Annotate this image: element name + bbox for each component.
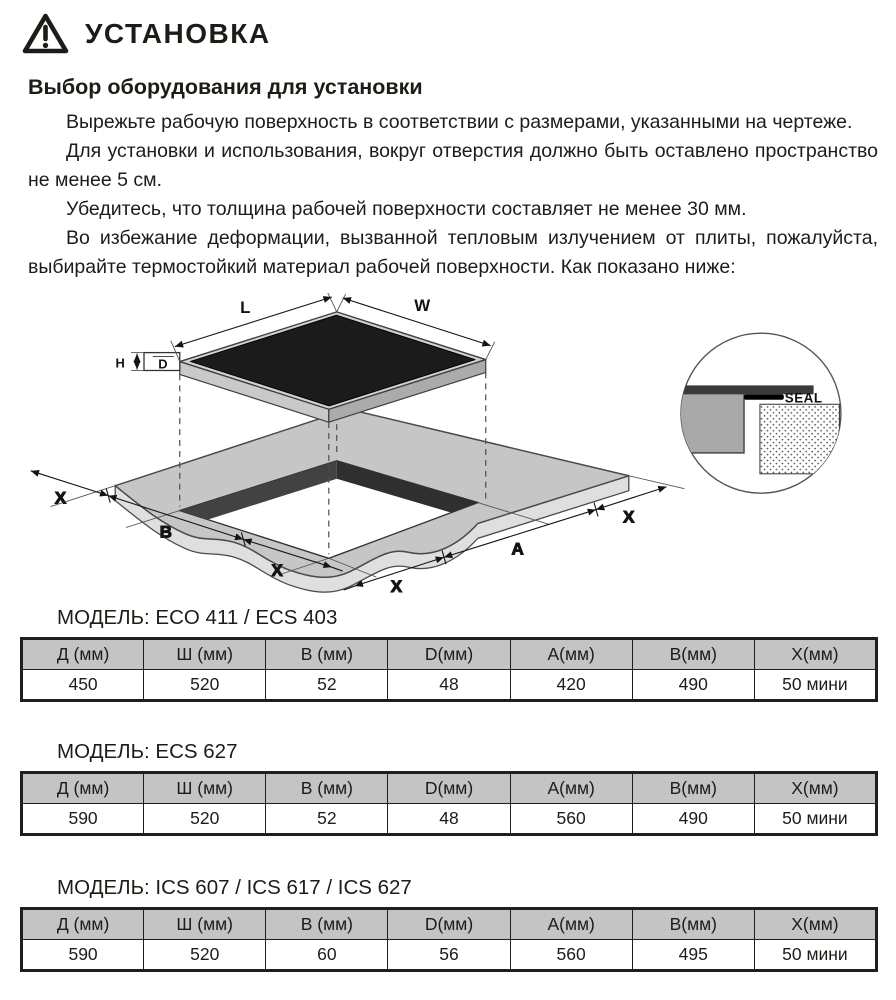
model-title: МОДЕЛЬ: ECO 411 / ECS 403	[57, 606, 338, 629]
col-header: В (мм)	[265, 638, 389, 670]
col-header: В(мм)	[631, 772, 755, 804]
dim-label-b: B	[160, 522, 172, 541]
cell-value: 420	[509, 669, 633, 701]
installation-diagram-svg: H D L W X B	[30, 292, 842, 597]
col-header: А(мм)	[509, 638, 633, 670]
table-header-row: Д (мм) Ш (мм) В (мм) D(мм) А(мм) В(мм) Х…	[20, 772, 878, 804]
col-header: В (мм)	[265, 908, 389, 940]
col-header: В(мм)	[631, 908, 755, 940]
col-header: Х(мм)	[753, 638, 878, 670]
seal-hob-body-section	[759, 403, 840, 475]
dimension-w: W	[336, 293, 496, 360]
cell-value: 490	[631, 803, 755, 835]
dim-label-h: H	[115, 356, 124, 371]
dimensions-table-ics: Д (мм) Ш (мм) В (мм) D(мм) А(мм) В(мм) Х…	[20, 907, 878, 972]
col-header: Д (мм)	[20, 638, 145, 670]
paragraph-material: Во избежание деформации, вызванной тепло…	[28, 227, 878, 278]
col-header: D(мм)	[387, 638, 511, 670]
col-header: D(мм)	[387, 908, 511, 940]
cell-value: 590	[20, 803, 145, 835]
seal-detail: SEAL	[680, 332, 842, 494]
paragraph-thickness: Убедитесь, что толщина рабочей поверхнос…	[66, 198, 747, 220]
model-section-eco411: МОДЕЛЬ: ECO 411 / ECS 403 Д (мм) Ш (мм) …	[18, 606, 878, 702]
cell-value: 520	[143, 939, 267, 971]
col-header: Д (мм)	[20, 908, 145, 940]
cell-value: 590	[20, 939, 145, 971]
countertop-slab	[114, 408, 630, 593]
dim-label-x-left: X	[55, 489, 67, 508]
warning-header: УСТАНОВКА	[18, 12, 878, 55]
dimensions-table-eco411: Д (мм) Ш (мм) В (мм) D(мм) А(мм) В(мм) Х…	[20, 637, 878, 702]
cooktop-glass	[190, 314, 476, 407]
seal-label: SEAL	[785, 390, 823, 405]
cell-value: 48	[387, 669, 511, 701]
seal-glass-section	[680, 385, 814, 395]
installation-diagram: H D L W X B	[18, 292, 878, 600]
dim-label-w: W	[414, 296, 430, 315]
col-header: А(мм)	[509, 908, 633, 940]
paragraph-cut-surface: Вырежьте рабочую поверхность в соответст…	[66, 111, 853, 133]
dim-label-a: A	[511, 539, 523, 558]
paragraph-clearance: Для установки и использования, вокруг от…	[28, 140, 878, 191]
cell-value: 56	[387, 939, 511, 971]
col-header: Ш (мм)	[143, 908, 267, 940]
table-header-row: Д (мм) Ш (мм) В (мм) D(мм) А(мм) В(мм) Х…	[20, 638, 878, 670]
dim-label-d: D	[158, 356, 167, 371]
cell-value: 495	[631, 939, 755, 971]
col-header: В (мм)	[265, 772, 389, 804]
seal-gasket	[744, 394, 784, 400]
cell-value: 60	[265, 939, 389, 971]
dim-label-x-front-right: X	[391, 577, 403, 595]
body-text: Вырежьте рабочую поверхность в соответст…	[28, 108, 878, 282]
height-depth-detail: H D	[115, 351, 181, 371]
dim-label-x-front-left: X	[271, 561, 283, 580]
col-header: D(мм)	[387, 772, 511, 804]
dim-label-x-right: X	[623, 507, 635, 526]
col-header: А(мм)	[509, 772, 633, 804]
cell-value: 560	[509, 803, 633, 835]
col-header: Ш (мм)	[143, 772, 267, 804]
cell-value: 520	[143, 669, 267, 701]
cell-value: 50 мини	[753, 669, 878, 701]
cell-value: 50 мини	[753, 803, 878, 835]
page-title: УСТАНОВКА	[85, 17, 271, 49]
cutout-back-right-wall	[336, 460, 478, 521]
table-value-row: 450 520 52 48 420 490 50 мини	[20, 669, 878, 701]
cell-value: 560	[509, 939, 633, 971]
manual-page: УСТАНОВКА Выбор оборудования для установ…	[18, 12, 878, 972]
col-header: Х(мм)	[753, 908, 878, 940]
warning-triangle-icon	[22, 13, 69, 54]
col-header: В(мм)	[631, 638, 755, 670]
model-title: МОДЕЛЬ: ICS 607 / ICS 617 / ICS 627	[57, 876, 412, 899]
cell-value: 520	[143, 803, 267, 835]
cell-value: 450	[20, 669, 145, 701]
table-value-row: 590 520 60 56 560 495 50 мини	[20, 939, 878, 971]
dimensions-table-ecs627: Д (мм) Ш (мм) В (мм) D(мм) А(мм) В(мм) Х…	[20, 771, 878, 836]
cooktop	[179, 311, 487, 423]
cell-value: 48	[387, 803, 511, 835]
table-header-row: Д (мм) Ш (мм) В (мм) D(мм) А(мм) В(мм) Х…	[20, 908, 878, 940]
model-section-ecs627: МОДЕЛЬ: ECS 627 Д (мм) Ш (мм) В (мм) D(м…	[18, 740, 878, 836]
cell-value: 52	[265, 669, 389, 701]
model-title: МОДЕЛЬ: ECS 627	[57, 740, 238, 763]
col-header: Ш (мм)	[143, 638, 267, 670]
dim-label-l: L	[240, 298, 250, 317]
dimension-l: L	[170, 292, 338, 362]
cell-value: 490	[631, 669, 755, 701]
table-value-row: 590 520 52 48 560 490 50 мини	[20, 803, 878, 835]
dimension-left-chain: X B X	[30, 470, 343, 581]
cell-value: 50 мини	[753, 939, 878, 971]
projection-lines	[179, 372, 487, 555]
col-header: Д (мм)	[20, 772, 145, 804]
dimension-right-chain: X A X	[328, 475, 685, 597]
section-heading: Выбор оборудования для установки	[28, 75, 423, 99]
cell-value: 52	[265, 803, 389, 835]
seal-countertop-section	[680, 392, 745, 454]
col-header: Х(мм)	[753, 772, 878, 804]
model-section-ics: МОДЕЛЬ: ICS 607 / ICS 617 / ICS 627 Д (м…	[18, 876, 878, 972]
